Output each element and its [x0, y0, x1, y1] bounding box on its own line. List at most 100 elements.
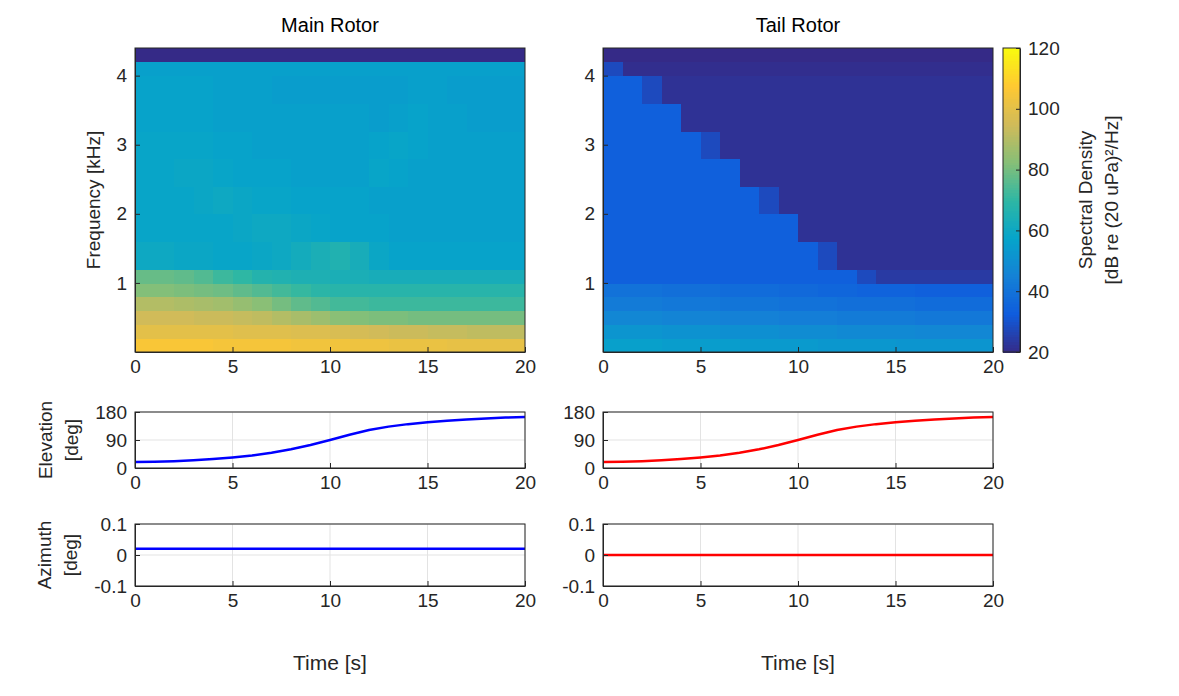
cell — [876, 311, 896, 325]
cells — [603, 48, 993, 352]
tick-label: 5 — [696, 472, 707, 493]
tick-label: 10 — [788, 590, 809, 611]
tick-label: 5 — [228, 356, 239, 377]
cell — [350, 186, 370, 214]
cell — [174, 186, 194, 214]
cell — [837, 159, 857, 187]
tick-label: 80 — [1028, 159, 1049, 180]
cell — [681, 311, 701, 325]
cell — [467, 48, 487, 62]
cell — [233, 131, 253, 159]
cell — [701, 283, 721, 297]
cell — [720, 186, 740, 214]
cell — [935, 297, 955, 311]
cell — [876, 159, 896, 187]
cell — [818, 283, 838, 297]
cell — [623, 159, 643, 187]
cell — [272, 241, 292, 269]
plot-frame — [135, 48, 525, 352]
cell — [701, 103, 721, 131]
cell — [135, 76, 155, 104]
cell — [506, 103, 526, 131]
tick-label: 0 — [116, 545, 127, 566]
cell — [681, 186, 701, 214]
cell — [369, 214, 389, 242]
cell — [252, 186, 272, 214]
cell — [291, 62, 311, 76]
cell — [408, 324, 428, 338]
cell — [701, 186, 721, 214]
cell — [798, 241, 818, 269]
cell — [272, 214, 292, 242]
y-axis-title: Frequency [kHz] — [83, 131, 104, 269]
cell — [642, 283, 662, 297]
tick-mark — [603, 555, 608, 556]
grid — [603, 412, 993, 468]
cell — [779, 159, 799, 187]
cell — [915, 283, 935, 297]
cell — [935, 311, 955, 325]
cell — [857, 297, 877, 311]
cell — [213, 103, 233, 131]
cell — [857, 131, 877, 159]
cell — [174, 324, 194, 338]
cell — [974, 324, 994, 338]
cell — [174, 103, 194, 131]
cell — [174, 338, 194, 352]
cell — [447, 131, 467, 159]
cell — [857, 338, 877, 352]
colorbar — [1003, 48, 1020, 353]
cell — [662, 297, 682, 311]
tick-mark — [233, 581, 234, 586]
cell — [369, 103, 389, 131]
cell — [135, 214, 155, 242]
cell — [915, 76, 935, 104]
cell — [291, 103, 311, 131]
cell — [174, 297, 194, 311]
cell — [486, 241, 506, 269]
cell — [389, 324, 409, 338]
cell — [876, 186, 896, 214]
cell — [740, 103, 760, 131]
cell — [252, 131, 272, 159]
cell — [759, 62, 779, 76]
cell — [467, 283, 487, 297]
cell — [350, 214, 370, 242]
cell — [291, 131, 311, 159]
tick-mark — [798, 581, 799, 586]
cell — [759, 324, 779, 338]
cell — [252, 297, 272, 311]
tick-label: 20 — [983, 356, 1004, 377]
cell — [915, 324, 935, 338]
cell — [701, 241, 721, 269]
cell — [428, 241, 448, 269]
tick-label: 0 — [584, 458, 595, 479]
cell — [350, 311, 370, 325]
cell — [428, 311, 448, 325]
tick-label: 10 — [320, 472, 341, 493]
tick-mark — [896, 581, 897, 586]
cell — [876, 297, 896, 311]
cell — [779, 131, 799, 159]
tick-mark — [701, 463, 702, 468]
cell — [876, 131, 896, 159]
cell — [818, 241, 838, 269]
cell — [486, 297, 506, 311]
cell — [428, 48, 448, 62]
cell — [506, 76, 526, 104]
cell — [623, 311, 643, 325]
cell — [194, 48, 214, 62]
cell — [408, 241, 428, 269]
tick: 0.1 — [101, 514, 140, 535]
cell — [506, 159, 526, 187]
cell — [876, 241, 896, 269]
cell — [954, 159, 974, 187]
cell — [311, 338, 331, 352]
tick: 0.1 — [569, 514, 608, 535]
cell — [486, 283, 506, 297]
cell — [194, 241, 214, 269]
cell — [759, 269, 779, 283]
cell — [701, 297, 721, 311]
tick-label: 10 — [320, 356, 341, 377]
cell — [798, 214, 818, 242]
